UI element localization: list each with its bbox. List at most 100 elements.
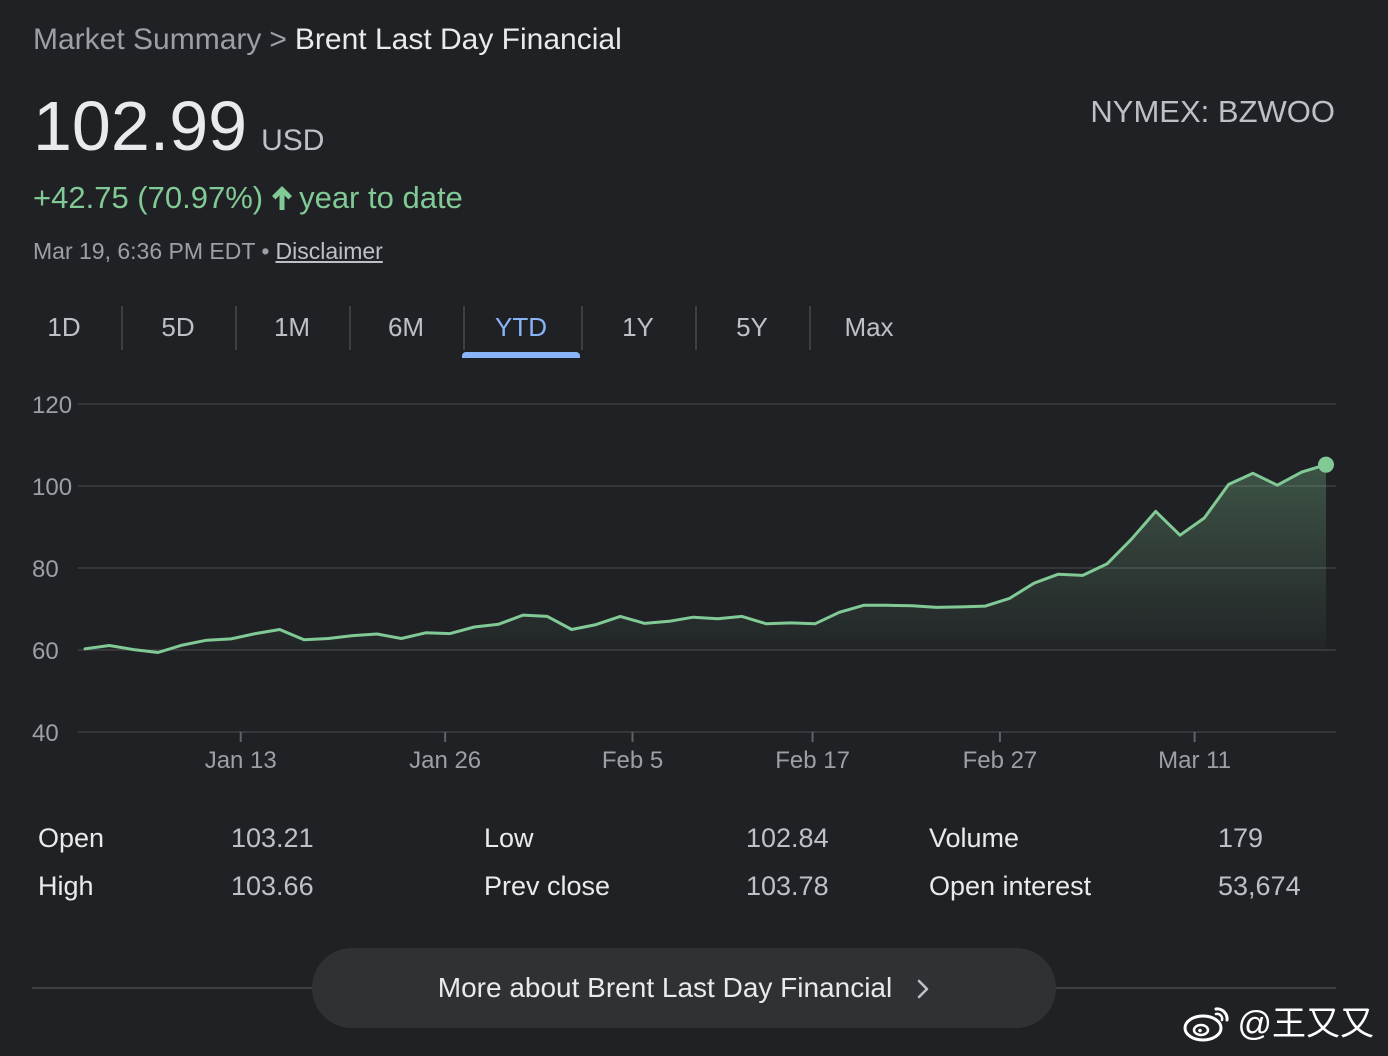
data-point[interactable] xyxy=(1104,561,1110,567)
data-point[interactable] xyxy=(374,631,380,637)
stats-table: Open 103.21 High 103.66 Low 102.84 Prev … xyxy=(0,816,1388,916)
data-point[interactable] xyxy=(106,643,112,649)
data-point[interactable] xyxy=(1299,469,1305,475)
data-point[interactable] xyxy=(812,621,818,627)
data-point[interactable] xyxy=(788,620,794,626)
price-area xyxy=(85,464,1326,653)
data-point[interactable] xyxy=(155,650,161,656)
data-point[interactable] xyxy=(715,616,721,622)
price-chart: 40 60 80 100 120 Jan 13 Jan 26 Feb 5 Feb 17 Feb … xyxy=(32,392,1336,774)
tab-1y[interactable]: 1Y xyxy=(582,304,694,350)
x-tick-label: Mar 11 xyxy=(1158,747,1231,774)
data-point[interactable] xyxy=(982,603,988,609)
data-point[interactable] xyxy=(204,637,210,643)
price-row: 102.99 USD xyxy=(33,86,324,166)
data-point[interactable] xyxy=(569,627,575,633)
data-point[interactable] xyxy=(1274,482,1280,488)
arrow-up-icon xyxy=(272,186,293,210)
stat-open-interest-label: Open interest xyxy=(929,871,1092,901)
data-point[interactable] xyxy=(885,602,891,608)
data-point[interactable] xyxy=(82,646,88,652)
tab-label: 6M xyxy=(387,312,425,342)
data-point[interactable] xyxy=(958,604,964,610)
data-point[interactable] xyxy=(496,621,502,627)
tab-5y[interactable]: 5Y xyxy=(696,304,808,350)
tab-separator xyxy=(809,306,811,350)
data-point[interactable] xyxy=(1250,470,1256,476)
more-about-button[interactable]: More about Brent Last Day Financial xyxy=(312,948,1056,1028)
breadcrumb-separator: > xyxy=(269,23,287,56)
stat-high-label: High xyxy=(38,871,94,901)
data-point[interactable] xyxy=(325,636,331,642)
tab-label: 1Y xyxy=(622,312,654,342)
more-about-label: More about Brent Last Day Financial xyxy=(437,972,893,1003)
data-point[interactable] xyxy=(617,613,623,619)
price-line[interactable] xyxy=(83,463,1328,654)
tab-ytd[interactable]: YTD xyxy=(462,304,580,358)
stat-high-value: 103.66 xyxy=(231,871,314,901)
data-point[interactable] xyxy=(228,636,234,642)
data-point[interactable] xyxy=(471,624,477,630)
data-point[interactable] xyxy=(1055,571,1061,577)
breadcrumb-market-summary[interactable]: Market Summary xyxy=(33,23,262,56)
data-point[interactable] xyxy=(447,631,453,637)
stat-prev-close-label: Prev close xyxy=(484,871,611,901)
data-point[interactable] xyxy=(666,618,672,624)
current-price: 102.99 xyxy=(33,87,248,165)
change-row: +42.75 (70.97%) year to date xyxy=(33,178,463,218)
data-point[interactable] xyxy=(739,613,745,619)
weibo-logo-icon xyxy=(1183,1007,1229,1042)
data-point[interactable] xyxy=(179,642,185,648)
data-point[interactable] xyxy=(1177,532,1183,538)
data-point[interactable] xyxy=(642,620,648,626)
data-point[interactable] xyxy=(1007,595,1013,601)
tab-label: 1M xyxy=(273,312,311,342)
data-point[interactable] xyxy=(1031,580,1037,586)
tab-label: 5Y xyxy=(736,312,768,342)
data-point[interactable] xyxy=(277,627,283,633)
tab-1d[interactable]: 1D xyxy=(8,304,120,350)
data-point[interactable] xyxy=(520,612,526,618)
stat-open-value: 103.21 xyxy=(231,823,314,853)
data-point[interactable] xyxy=(252,631,258,637)
tab-separator xyxy=(121,306,123,350)
data-point[interactable] xyxy=(1226,481,1232,487)
data-point[interactable] xyxy=(763,621,769,627)
breadcrumb: Market Summary > Brent Last Day Financial xyxy=(33,20,622,60)
timestamp-row: Mar 19, 6:36 PM EDT • Disclaimer xyxy=(33,236,383,266)
data-point[interactable] xyxy=(1080,572,1086,578)
currency-label: USD xyxy=(261,124,325,157)
data-point[interactable] xyxy=(398,636,404,642)
disclaimer-link[interactable]: Disclaimer xyxy=(275,238,383,264)
exchange-ticker: NYMEX: BZWOO xyxy=(1090,94,1335,129)
data-point[interactable] xyxy=(861,602,867,608)
data-point[interactable] xyxy=(1201,515,1207,521)
data-point[interactable] xyxy=(1153,508,1159,514)
data-point[interactable] xyxy=(836,609,842,615)
stat-open-interest-value: 53,674 xyxy=(1218,871,1301,901)
tab-1m[interactable]: 1M xyxy=(236,304,348,350)
data-point[interactable] xyxy=(909,603,915,609)
data-point[interactable] xyxy=(1128,536,1134,542)
tab-6m[interactable]: 6M xyxy=(350,304,462,350)
y-tick-label: 60 xyxy=(32,638,59,665)
data-point[interactable] xyxy=(301,637,307,643)
data-point[interactable] xyxy=(131,647,137,653)
data-point[interactable] xyxy=(544,613,550,619)
data-point[interactable] xyxy=(593,622,599,628)
data-point[interactable] xyxy=(423,630,429,636)
stat-volume-value: 179 xyxy=(1218,823,1264,853)
tab-label: 1D xyxy=(47,312,81,342)
last-price-dot[interactable] xyxy=(1318,456,1334,473)
data-point[interactable] xyxy=(934,604,940,610)
tab-separator xyxy=(581,306,583,350)
stat-prev-close-value: 103.78 xyxy=(746,871,829,901)
tab-max[interactable]: Max xyxy=(810,304,928,350)
data-point[interactable] xyxy=(350,633,356,639)
tab-label: 5D xyxy=(161,312,195,342)
data-point[interactable] xyxy=(690,614,696,620)
tab-label: Max xyxy=(844,312,894,342)
tab-5d[interactable]: 5D xyxy=(122,304,234,350)
stat-low-value: 102.84 xyxy=(746,823,829,853)
y-tick-label: 120 xyxy=(32,392,72,419)
